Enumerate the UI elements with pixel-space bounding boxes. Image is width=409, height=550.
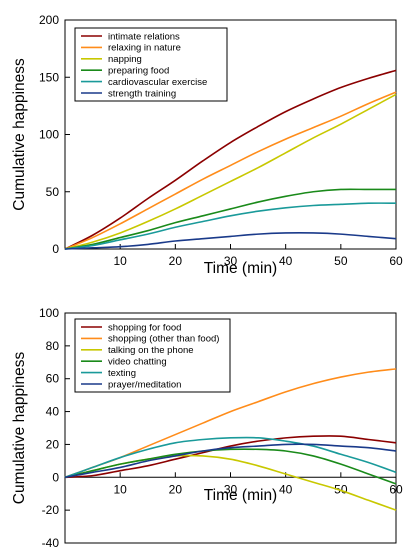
x-tick-label: 40 bbox=[279, 254, 293, 268]
legend-box bbox=[74, 318, 231, 393]
series-line-1 bbox=[64, 435, 397, 479]
y-tick-label: 0 bbox=[52, 242, 59, 256]
x-tick-label: 60 bbox=[389, 254, 403, 268]
y-tick-label: 60 bbox=[46, 372, 60, 386]
y-tick-label: -20 bbox=[42, 503, 60, 517]
legend-label: intimate relations bbox=[108, 31, 180, 42]
x-tick-label: 40 bbox=[279, 482, 293, 496]
series-line-3 bbox=[64, 93, 397, 250]
y-tick-label: 200 bbox=[39, 13, 59, 27]
plot-frame bbox=[64, 312, 397, 544]
x-tick-label: 30 bbox=[224, 482, 238, 496]
legend-label: talking on the phone bbox=[108, 345, 194, 356]
y-axis-label: Cumulative happiness bbox=[11, 352, 28, 505]
legend-box bbox=[74, 27, 228, 102]
legend-label: cardiovascular exercise bbox=[108, 77, 207, 88]
x-tick-label: 10 bbox=[113, 254, 127, 268]
x-axis-label: Time (min) bbox=[204, 260, 277, 277]
x-tick-label: 60 bbox=[389, 482, 403, 496]
y-tick-label: 0 bbox=[52, 470, 59, 484]
legend-label: preparing food bbox=[108, 66, 169, 77]
y-tick-label: 100 bbox=[39, 306, 59, 320]
x-tick-label: 50 bbox=[334, 482, 348, 496]
series-line-4 bbox=[64, 188, 396, 250]
legend-label: shopping (other than food) bbox=[108, 334, 219, 345]
x-tick-label: 20 bbox=[169, 254, 183, 268]
series-line-2 bbox=[64, 91, 397, 250]
legend-label: shopping for food bbox=[108, 322, 181, 333]
y-tick-label: 20 bbox=[46, 437, 60, 451]
series-line-6 bbox=[64, 232, 397, 250]
legend-label: prayer/meditation bbox=[108, 379, 181, 390]
y-tick-label: 40 bbox=[46, 405, 60, 419]
legend-label: relaxing in nature bbox=[108, 43, 181, 54]
x-axis-label: Time (min) bbox=[204, 487, 277, 504]
y-tick-label: 50 bbox=[46, 185, 60, 199]
x-tick-label: 30 bbox=[224, 254, 238, 268]
x-tick-label: 20 bbox=[169, 482, 183, 496]
legend-label: strength training bbox=[108, 88, 176, 99]
y-tick-label: 100 bbox=[39, 128, 59, 142]
y-tick-label: -40 bbox=[42, 536, 60, 550]
chart-panel-2: -40 -20 0 20 40 60 80 100 10 20 30 40 50 60 Time (min)… bbox=[11, 306, 403, 550]
y-axis-label: Cumulative happiness bbox=[11, 58, 28, 211]
y-tick-label: 80 bbox=[46, 339, 60, 353]
series-line-6 bbox=[64, 443, 397, 479]
legend-label: napping bbox=[108, 54, 142, 65]
series-line-1 bbox=[64, 69, 397, 250]
x-tick-label: 10 bbox=[113, 482, 127, 496]
chart-panel-1: 0 50 100 150 200 10 20 30 40 50 60 Time (min) Cumula… bbox=[11, 13, 403, 277]
legend-label: video chatting bbox=[108, 357, 167, 368]
series-line-5 bbox=[64, 436, 397, 479]
y-tick-label: 150 bbox=[39, 70, 59, 84]
x-tick-label: 50 bbox=[334, 254, 348, 268]
series-line-5 bbox=[64, 202, 397, 250]
legend-label: texting bbox=[108, 368, 136, 379]
series-line-4 bbox=[64, 448, 397, 485]
